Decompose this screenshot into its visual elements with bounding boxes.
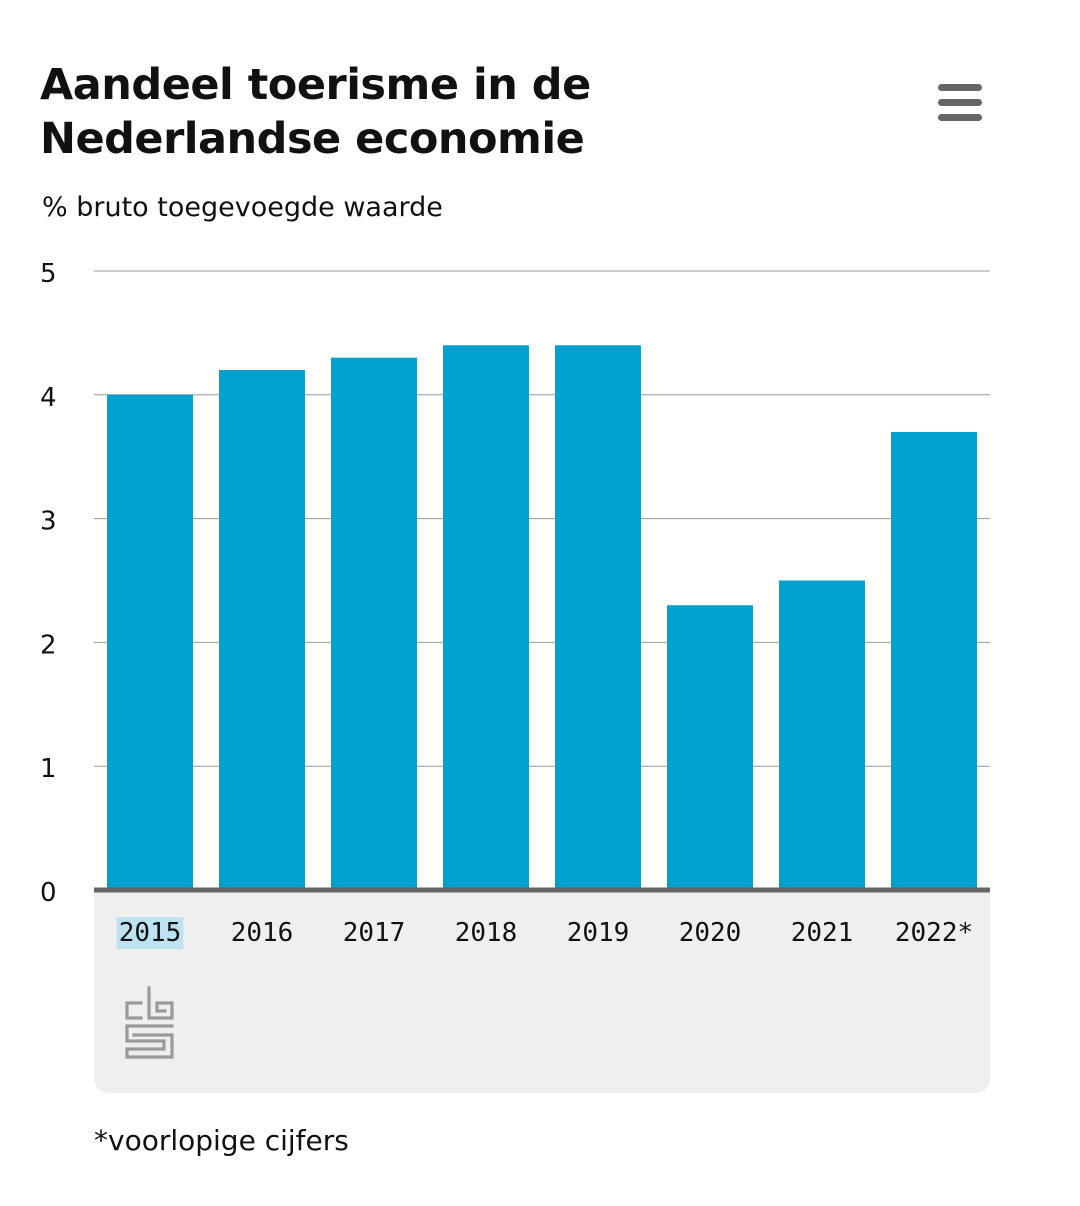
x-tick-label: 2019	[567, 918, 630, 948]
menu-icon-bar	[938, 114, 982, 121]
x-tick-label: 2016	[231, 918, 294, 948]
y-tick-label: 1	[40, 754, 57, 784]
menu-icon-bar	[938, 84, 982, 91]
cbs-logo-c	[125, 1001, 143, 1020]
chart-subtitle: % bruto toegevoegde waarde	[42, 192, 443, 223]
y-tick-label: 0	[40, 878, 57, 908]
bar-2018[interactable]	[443, 345, 529, 890]
y-tick-label: 5	[40, 259, 57, 289]
bar-2015[interactable]	[107, 394, 193, 890]
bar-2020[interactable]	[667, 605, 753, 890]
bar-2022[interactable]	[891, 431, 977, 890]
x-tick-label: 2015	[119, 918, 182, 948]
y-tick-label: 2	[40, 630, 57, 660]
y-tick-label: 4	[40, 383, 57, 413]
x-tick-label: 2018	[455, 918, 518, 948]
x-tick-label: 2020	[679, 918, 742, 948]
x-axis-panel	[94, 890, 990, 1093]
x-tick-label: 2022*	[895, 918, 973, 948]
cbs-logo	[125, 986, 174, 1059]
menu-icon-bar	[938, 99, 982, 106]
bar-2021[interactable]	[779, 580, 865, 891]
bar-2016[interactable]	[219, 370, 305, 890]
cbs-logo-s	[125, 1024, 174, 1059]
hamburger-menu-button[interactable]	[936, 84, 984, 122]
x-axis-panel-top	[94, 890, 990, 910]
chart-title: Aandeel toerisme in de Nederlandse econo…	[40, 60, 591, 164]
cbs-logo-b	[147, 986, 174, 1020]
x-tick-highlight	[116, 917, 184, 949]
bar-2019[interactable]	[555, 345, 641, 890]
y-tick-label: 3	[40, 507, 57, 537]
bar-2017[interactable]	[331, 357, 417, 890]
x-tick-label: 2017	[343, 918, 406, 948]
x-tick-label: 2021	[791, 918, 854, 948]
footnote: *voorlopige cijfers	[94, 1124, 349, 1157]
